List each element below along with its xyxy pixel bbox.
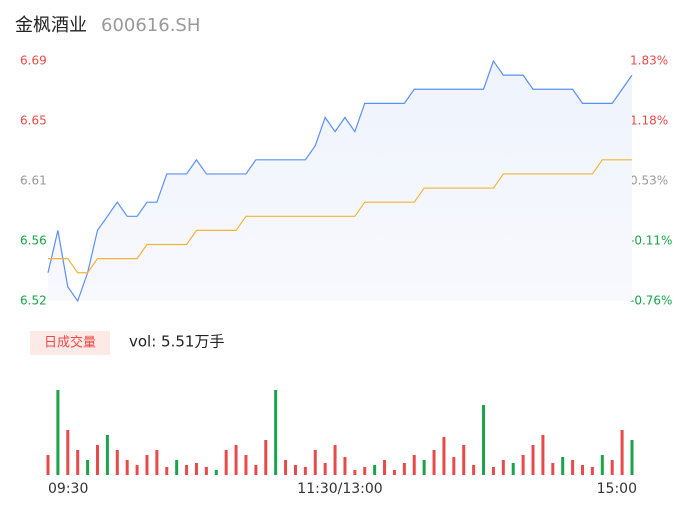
volume-bar xyxy=(115,450,119,475)
volume-bar xyxy=(452,457,456,475)
volume-bar xyxy=(86,460,90,475)
volume-bar xyxy=(165,467,169,475)
volume-bar xyxy=(105,435,109,475)
volume-bar xyxy=(333,445,337,475)
y-tick-label: 6.65 xyxy=(20,114,47,128)
y2-tick-label: 1.18% xyxy=(630,114,668,128)
volume-bar xyxy=(511,463,515,475)
x-tick-label: 11:30/13:00 xyxy=(297,481,382,497)
volume-bar xyxy=(402,463,406,475)
volume-bar xyxy=(274,390,278,475)
volume-bar xyxy=(185,465,189,475)
volume-bar xyxy=(501,460,505,475)
volume-bar xyxy=(422,460,426,475)
volume-bar xyxy=(392,470,396,475)
x-tick-label: 09:30 xyxy=(48,481,88,497)
volume-bar xyxy=(600,455,604,475)
y2-tick-label: 0.53% xyxy=(630,174,668,188)
volume-bar xyxy=(284,460,288,475)
volume-bar xyxy=(353,470,357,475)
volume-bar xyxy=(175,460,179,475)
volume-bar xyxy=(482,405,486,475)
volume-bar xyxy=(521,455,525,475)
volume-bar xyxy=(244,455,248,475)
volume-bar xyxy=(491,467,495,475)
price-line xyxy=(47,59,633,303)
volume-bar xyxy=(531,445,535,475)
volume-bar xyxy=(313,450,317,475)
volume-bar xyxy=(135,465,139,475)
stock-name: 金枫酒业 xyxy=(15,15,87,36)
volume-bar xyxy=(343,457,347,475)
volume-bar xyxy=(293,465,297,475)
volume-bar xyxy=(383,460,387,475)
x-tick-label: 15:00 xyxy=(597,481,637,497)
volume-bar xyxy=(303,467,307,475)
volume-bar xyxy=(581,465,585,475)
volume-bar xyxy=(194,463,198,475)
volume-bar xyxy=(551,463,555,475)
price-area xyxy=(48,61,632,301)
volume-bar xyxy=(66,430,70,475)
volume-bar xyxy=(95,445,99,475)
volume-bar xyxy=(264,440,268,475)
volume-label: 日成交量 xyxy=(44,335,96,351)
volume-bar xyxy=(155,450,159,475)
volume-bar xyxy=(363,467,367,475)
volume-bar xyxy=(590,467,594,475)
y-tick-label: 6.69 xyxy=(20,54,47,68)
volume-bar xyxy=(462,445,466,475)
volume-bar xyxy=(234,445,238,475)
volume-bar xyxy=(76,450,80,475)
volume-bar xyxy=(214,470,218,475)
volume-badge xyxy=(30,331,110,355)
volume-bar xyxy=(610,460,614,475)
volume-bar xyxy=(204,467,208,475)
volume-bar xyxy=(56,390,60,475)
volume-bar xyxy=(541,435,545,475)
volume-bar xyxy=(373,465,377,475)
y2-tick-label: -0.11% xyxy=(630,234,672,248)
volume-bar xyxy=(412,455,416,475)
volume-bar xyxy=(323,463,327,475)
volume-bar xyxy=(432,450,436,475)
volume-bar xyxy=(442,437,446,475)
volume-bar xyxy=(145,455,149,475)
y-tick-label: 6.56 xyxy=(20,234,47,248)
volume-bar xyxy=(561,457,565,475)
volume-bar xyxy=(125,460,129,475)
stock-code: 600616.SH xyxy=(101,15,200,36)
y2-tick-label: -0.76% xyxy=(630,294,672,308)
volume-bar xyxy=(254,465,258,475)
volume-bar xyxy=(630,440,634,475)
volume-bar xyxy=(620,430,624,475)
y-tick-label: 6.61 xyxy=(20,174,47,188)
y-tick-label: 6.52 xyxy=(20,294,47,308)
y2-tick-label: 1.83% xyxy=(630,54,668,68)
volume-bar xyxy=(224,450,228,475)
volume-bar xyxy=(46,455,50,475)
average-line xyxy=(48,159,632,274)
volume-total: vol: 5.51万手 xyxy=(129,333,224,351)
volume-bar xyxy=(472,465,476,475)
volume-bar xyxy=(571,460,575,475)
